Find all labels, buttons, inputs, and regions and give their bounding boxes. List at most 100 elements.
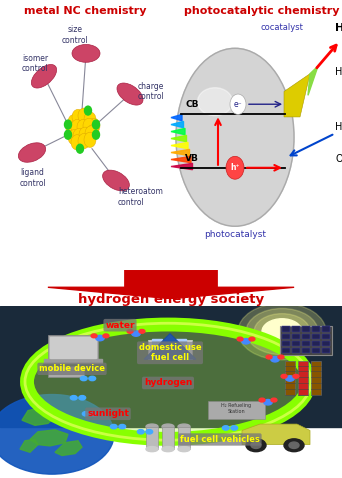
Point	[319, 374, 323, 380]
Polygon shape	[285, 361, 295, 394]
Text: h⁺: h⁺	[230, 163, 240, 172]
Point	[293, 369, 297, 374]
Point	[296, 374, 300, 380]
Point	[296, 380, 300, 386]
Polygon shape	[152, 347, 162, 352]
Polygon shape	[178, 427, 190, 449]
Point	[306, 391, 310, 397]
Circle shape	[82, 412, 89, 416]
Polygon shape	[284, 74, 310, 117]
Circle shape	[68, 130, 80, 145]
Circle shape	[68, 114, 80, 130]
Polygon shape	[322, 341, 330, 347]
Text: ligand
control: ligand control	[20, 168, 47, 188]
Point	[306, 369, 310, 374]
Text: isomer
control: isomer control	[22, 54, 49, 73]
Circle shape	[110, 424, 117, 429]
Ellipse shape	[162, 424, 174, 429]
Polygon shape	[152, 339, 162, 345]
Polygon shape	[48, 366, 84, 377]
Text: charge
control: charge control	[138, 82, 165, 101]
Circle shape	[96, 335, 104, 341]
Polygon shape	[312, 326, 320, 332]
Polygon shape	[148, 340, 192, 359]
Circle shape	[79, 396, 86, 400]
Ellipse shape	[178, 446, 190, 452]
Polygon shape	[292, 348, 300, 353]
Circle shape	[271, 357, 279, 362]
Circle shape	[222, 426, 229, 430]
Polygon shape	[302, 341, 310, 347]
Text: domestic use
fuel cell: domestic use fuel cell	[139, 343, 201, 362]
Point	[296, 391, 300, 397]
Circle shape	[88, 118, 100, 133]
Point	[309, 391, 313, 397]
Circle shape	[230, 94, 246, 114]
Ellipse shape	[103, 170, 129, 191]
Ellipse shape	[72, 44, 100, 62]
Circle shape	[289, 442, 299, 448]
Point	[293, 374, 297, 380]
Point	[293, 386, 297, 391]
Polygon shape	[322, 334, 330, 339]
Polygon shape	[171, 142, 188, 149]
Circle shape	[231, 426, 238, 430]
Circle shape	[80, 376, 87, 380]
Circle shape	[0, 394, 114, 474]
Text: VB: VB	[185, 154, 199, 163]
Point	[296, 386, 300, 391]
Circle shape	[78, 133, 90, 149]
Circle shape	[284, 439, 304, 452]
Circle shape	[278, 355, 284, 359]
Circle shape	[293, 374, 299, 378]
Circle shape	[73, 129, 85, 143]
Text: H₂O: H₂O	[335, 122, 342, 132]
Text: O₂: O₂	[335, 154, 342, 164]
Circle shape	[78, 108, 90, 123]
Polygon shape	[312, 341, 320, 347]
Circle shape	[91, 412, 98, 416]
Polygon shape	[20, 439, 38, 452]
Polygon shape	[302, 348, 310, 353]
Polygon shape	[280, 326, 332, 355]
Circle shape	[132, 331, 140, 336]
Point	[283, 369, 287, 374]
Circle shape	[84, 106, 92, 115]
Point	[319, 386, 323, 391]
Circle shape	[127, 329, 133, 333]
Polygon shape	[171, 163, 193, 170]
Circle shape	[238, 304, 326, 360]
Point	[296, 369, 300, 374]
Circle shape	[84, 112, 96, 127]
Point	[319, 380, 323, 386]
Polygon shape	[322, 348, 330, 353]
Ellipse shape	[178, 424, 190, 429]
Text: hydrogen: hydrogen	[144, 379, 192, 388]
Polygon shape	[302, 326, 310, 332]
Point	[319, 391, 323, 397]
Polygon shape	[162, 427, 174, 449]
Polygon shape	[282, 348, 290, 353]
Point	[293, 380, 297, 386]
Circle shape	[77, 144, 83, 153]
Polygon shape	[312, 348, 320, 353]
Circle shape	[103, 334, 109, 338]
Circle shape	[79, 127, 91, 142]
Circle shape	[262, 319, 302, 345]
Polygon shape	[55, 441, 82, 456]
Text: H⁺: H⁺	[335, 67, 342, 77]
Circle shape	[91, 334, 97, 338]
Text: hydrogen energy society: hydrogen energy society	[78, 293, 264, 306]
Point	[306, 386, 310, 391]
Point	[309, 386, 313, 391]
Circle shape	[139, 329, 145, 333]
Text: H₂: H₂	[335, 23, 342, 33]
Circle shape	[71, 120, 83, 135]
Circle shape	[246, 439, 266, 452]
Circle shape	[237, 337, 243, 341]
Text: water: water	[105, 321, 135, 330]
Polygon shape	[171, 114, 182, 121]
Polygon shape	[282, 334, 290, 339]
Point	[309, 363, 313, 369]
Point	[293, 363, 297, 369]
